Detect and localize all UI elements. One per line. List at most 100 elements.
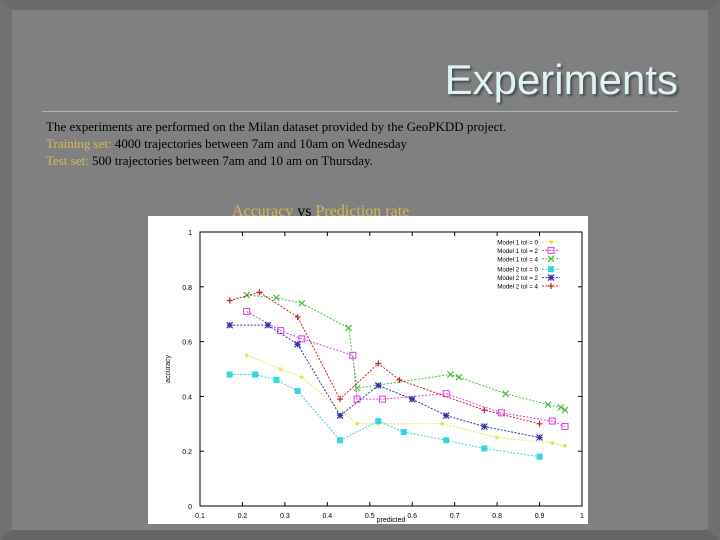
data-point [375, 418, 382, 425]
data-point [548, 266, 554, 273]
data-point [548, 283, 554, 289]
legend-label: Model 1 tol = 2 [497, 248, 538, 255]
legend-label: Model 2 tol = 2 [497, 275, 538, 282]
data-point [495, 435, 499, 440]
data-point [536, 453, 543, 460]
data-point [273, 376, 280, 383]
data-point [408, 395, 416, 403]
data-point [442, 412, 450, 420]
y-tick-label: 0 [188, 504, 192, 511]
data-point [561, 406, 569, 414]
data-point [294, 340, 302, 348]
data-point [547, 274, 555, 282]
slide-content: Experiments The experiments are performe… [12, 10, 708, 530]
data-point [379, 395, 387, 403]
data-point [226, 321, 234, 329]
subtitle-accuracy: Accuracy [232, 203, 294, 220]
data-point [355, 422, 359, 426]
y-tick-label: 0.2 [182, 449, 192, 456]
data-point [480, 423, 488, 430]
data-point [256, 289, 263, 296]
series-line [229, 324, 540, 438]
data-point [294, 387, 301, 394]
data-point [502, 390, 510, 398]
data-point [547, 246, 555, 254]
y-tick-label: 1 [188, 230, 192, 237]
data-point [243, 307, 251, 315]
data-point [481, 407, 488, 414]
chart-subtitle: Accuracy vs Prediction rate [232, 203, 409, 221]
test-text: 500 trajectories between 7am and 10 am o… [88, 153, 373, 168]
data-point [294, 313, 301, 320]
data-point [243, 291, 251, 299]
data-point [497, 409, 505, 417]
data-point [252, 371, 259, 378]
data-point [336, 412, 344, 420]
data-point [345, 324, 352, 332]
y-axis-label: accuracy [165, 354, 172, 383]
data-point [400, 429, 407, 436]
data-point [549, 240, 553, 244]
slide-title: Experiments [444, 56, 678, 103]
data-point [349, 351, 357, 359]
data-point [375, 360, 382, 367]
x-tick-label: 0.6 [407, 513, 417, 520]
x-tick-label: 1 [580, 513, 584, 520]
data-point [563, 443, 567, 448]
data-point [396, 376, 403, 383]
data-point [442, 390, 450, 398]
test-label: Test set: [46, 153, 89, 168]
data-point [337, 437, 344, 444]
data-point [374, 382, 382, 389]
subtitle-vs: vs [293, 203, 316, 220]
data-point [455, 373, 463, 381]
x-tick-label: 0.7 [450, 513, 460, 520]
x-tick-label: 0.2 [238, 513, 248, 520]
data-point [298, 335, 306, 343]
data-point [353, 395, 361, 403]
subtitle-prediction-rate: Prediction rate [315, 203, 410, 220]
x-axis-label: predicted [377, 517, 406, 524]
series-line [229, 373, 540, 458]
slide-body: The experiments are performed on the Mil… [46, 118, 506, 169]
data-point [264, 321, 272, 329]
data-point [544, 401, 552, 409]
data-point [278, 367, 283, 371]
data-point [226, 371, 233, 378]
x-tick-label: 0.1 [195, 513, 205, 520]
y-tick-label: 0.8 [182, 285, 192, 292]
data-point [353, 384, 361, 392]
intro-line: The experiments are performed on the Mil… [46, 119, 507, 134]
data-point [337, 396, 344, 403]
data-point [244, 353, 249, 358]
series-line [229, 291, 540, 425]
accuracy-chart: 0.1 0.2 0.3 0.4 0.5 0.6 0.7 0.8 0.9 1 0 0.2 0.4 0.6 0.… [165, 230, 584, 524]
test-line: Test set: 500 trajectories between 7am a… [46, 152, 506, 169]
training-label: Training set: [46, 136, 112, 151]
plot-frame [199, 231, 583, 507]
data-point [481, 445, 488, 452]
data-point [547, 255, 555, 263]
x-tick-label: 0.3 [280, 513, 290, 520]
y-tick-label: 0.4 [182, 394, 192, 401]
data-point [440, 422, 444, 426]
x-tick-label: 0.9 [535, 513, 545, 520]
data-point [272, 294, 280, 302]
legend-label: Model 1 tol = 0 [497, 240, 538, 247]
data-point [536, 434, 543, 441]
training-line: Training set: 4000 trajectories between … [46, 135, 506, 152]
data-point [561, 423, 569, 431]
title-divider [42, 111, 678, 112]
series-line [246, 311, 566, 427]
data-point [536, 420, 543, 427]
x-tick-label: 0.5 [365, 513, 375, 520]
data-point [300, 375, 304, 380]
legend-label: Model 2 tol = 4 [497, 284, 538, 291]
legend-label: Model 2 tol = 0 [497, 267, 538, 274]
training-text: 4000 trajectories between 7am and 10am o… [111, 136, 408, 151]
data-point [298, 299, 306, 307]
chart-container: 0.1 0.2 0.3 0.4 0.5 0.6 0.7 0.8 0.9 1 0 0.2 0.4 0.6 0.… [148, 216, 588, 524]
x-tick-label: 0.4 [322, 513, 332, 520]
x-tick-label: 0.8 [492, 513, 502, 520]
data-point [443, 437, 450, 444]
